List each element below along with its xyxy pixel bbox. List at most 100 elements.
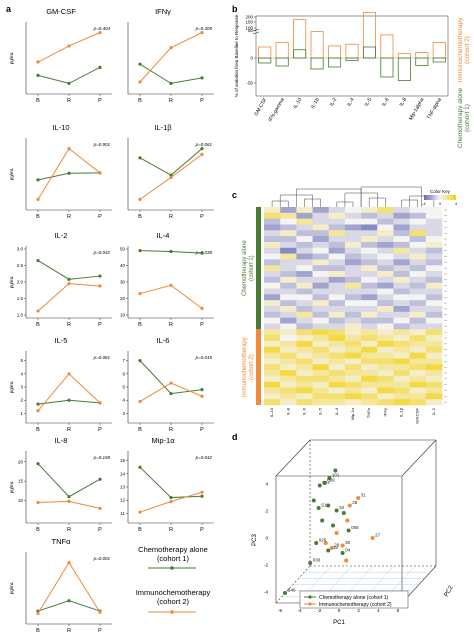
y-tick-label: 50 <box>248 28 254 33</box>
heatmap-cell <box>312 212 330 219</box>
heatmap-cell <box>425 358 443 365</box>
scatter-point-immuno <box>356 496 361 500</box>
heatmap-cell <box>361 212 378 219</box>
column-label: IFNγ <box>382 408 387 416</box>
heatmap-cell <box>280 370 297 377</box>
heatmap-cell <box>409 236 427 243</box>
series-line-immuno <box>37 283 101 312</box>
heatmap-cell <box>280 282 297 289</box>
heatmap-cell <box>328 399 346 406</box>
heatmap-cell <box>280 224 297 231</box>
p-value: p=0.042 <box>93 250 111 255</box>
data-point-chemo <box>67 81 71 85</box>
heatmap-cell <box>393 300 410 307</box>
dendrogram-branch <box>296 188 362 207</box>
heatmap-cell <box>328 282 346 289</box>
chart-a-il4: IL-4 p=0.038 10 20 30 40 50 B R P <box>120 231 214 328</box>
heatmap-cell <box>344 335 362 342</box>
y-tick-label: 4 <box>122 398 125 403</box>
heatmap-cell <box>361 375 378 383</box>
heatmap-cell <box>280 364 297 371</box>
heatmap-cell <box>312 375 330 383</box>
heatmap-cell <box>264 259 281 266</box>
heatmap-cell <box>409 323 427 330</box>
heatmap-cell <box>393 207 410 214</box>
bar-chemo <box>362 46 376 59</box>
heatmap-cell <box>409 352 427 359</box>
heatmap-cell <box>409 370 427 377</box>
heatmap-cell <box>393 259 410 266</box>
heatmap-cell <box>296 253 313 260</box>
point-label: 31 <box>361 493 367 498</box>
heatmap-cell <box>393 282 410 289</box>
colorkey-swatch <box>438 195 441 200</box>
z-tick-label: -2 <box>264 563 268 568</box>
series-line-chemo <box>139 360 203 395</box>
point-label: 101 <box>332 473 340 478</box>
heatmap-cell <box>344 306 362 313</box>
x-tick-label: Mip-1alpha <box>408 97 426 122</box>
y-axis-label: pg/mL <box>9 581 14 594</box>
heatmap-cell <box>296 212 313 219</box>
heatmap-cell <box>361 358 378 365</box>
heatmap-cell <box>361 306 378 313</box>
heatmap-cell <box>425 224 443 231</box>
x-tick-label: 6 <box>397 608 400 613</box>
heatmap-cell <box>296 323 313 330</box>
x-tick-label: P <box>98 628 102 634</box>
heatmap-cell <box>280 207 297 214</box>
heatmap-cell <box>312 323 330 330</box>
x-tick-label: R <box>67 427 71 433</box>
data-point-chemo <box>67 599 71 603</box>
legend-immuno-marker <box>170 610 174 614</box>
colorkey-swatch <box>446 195 449 200</box>
heatmap-cell <box>377 381 394 388</box>
heatmap-cell <box>409 306 427 313</box>
heatmap-cell <box>361 311 378 318</box>
heatmap-cell <box>344 311 362 318</box>
y-axis-label: pg/mL <box>9 380 14 393</box>
data-point-chemo <box>200 147 204 151</box>
colorkey-swatch <box>441 195 444 200</box>
heatmap-cell <box>425 300 443 307</box>
point-label: 030 <box>313 558 321 563</box>
data-point-immuno <box>67 499 71 503</box>
heatmap-cell <box>312 207 330 214</box>
y-axis-label: PC2 <box>444 584 455 598</box>
p-value: p=0.061 <box>195 142 213 147</box>
heatmap-cell <box>264 352 281 359</box>
heatmap-cell <box>344 346 362 353</box>
heatmap-cell <box>280 265 297 272</box>
heatmap-cell <box>425 335 443 342</box>
heatmap-cell <box>280 340 297 348</box>
scatter-point-chemo <box>327 476 332 480</box>
data-point-chemo <box>98 477 102 481</box>
data-point-chemo <box>138 62 142 66</box>
heatmap-cell <box>409 288 427 295</box>
heatmap-cell <box>280 276 297 284</box>
heatmap-cell <box>312 387 330 394</box>
heatmap-cell <box>425 352 443 359</box>
heatmap-cell <box>280 271 297 278</box>
x-tick-label: IL-6 <box>381 97 391 108</box>
data-point-immuno <box>200 31 204 35</box>
chart-a-tnfa: TNFα p=0.001 pg/mL B R P <box>9 537 112 634</box>
heatmap-cell <box>425 282 443 289</box>
chart-a-il6: IL-6 p=0.015 3 4 5 6 7 B R P <box>122 336 214 433</box>
heatmap-cell <box>425 340 443 348</box>
heatmap-cell <box>361 271 378 278</box>
x-tick-label: P <box>98 322 102 328</box>
y-tick-label: 4 <box>20 371 23 376</box>
x-tick-label: R <box>67 527 71 533</box>
heatmap-cell <box>344 288 362 295</box>
heatmap-cell <box>425 241 443 249</box>
heatmap-cell <box>280 323 297 330</box>
data-point-chemo <box>36 402 40 406</box>
heatmap-cell <box>280 393 297 400</box>
heatmap-cell <box>409 381 427 388</box>
heatmap-cell <box>328 393 346 400</box>
colorkey-swatch <box>451 195 453 200</box>
data-point-chemo <box>200 76 204 80</box>
heatmap-cell <box>328 241 346 249</box>
heatmap-cell <box>409 271 427 278</box>
